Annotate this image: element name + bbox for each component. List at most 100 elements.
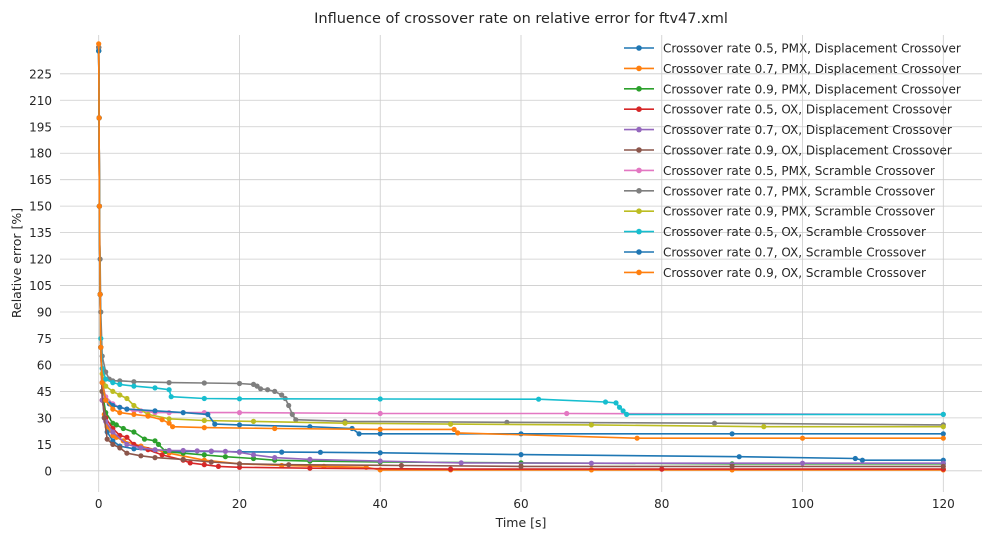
data-point (124, 406, 130, 412)
legend-entry: Crossover rate 0.5, OX, Scramble Crossov… (624, 225, 926, 239)
data-point (356, 431, 362, 437)
y-tick-label: 15 (37, 438, 52, 452)
legend-marker (636, 208, 642, 214)
data-point (307, 456, 313, 462)
data-point (141, 436, 148, 442)
data-point (504, 419, 510, 425)
x-tick-label: 40 (373, 497, 388, 511)
data-point (711, 420, 718, 426)
data-point (110, 429, 116, 435)
data-point (458, 460, 464, 466)
data-point (659, 466, 665, 472)
data-point (152, 385, 158, 391)
y-tick-label: 135 (29, 226, 52, 240)
data-point (166, 416, 172, 422)
data-point (455, 430, 461, 436)
legend-marker (636, 65, 642, 72)
data-point (940, 435, 946, 441)
y-tick-label: 180 (29, 147, 52, 161)
data-point (286, 402, 292, 409)
legend-marker (636, 86, 642, 92)
data-point (729, 431, 735, 437)
data-point (293, 417, 299, 423)
data-point (258, 386, 264, 392)
data-point (194, 448, 200, 454)
legend-marker (636, 147, 642, 153)
data-point (736, 454, 742, 460)
legend-label: Crossover rate 0.5, OX, Displacement Cro… (663, 103, 952, 117)
legend-entry: Crossover rate 0.7, OX, Scramble Crossov… (624, 246, 926, 260)
legend-label: Crossover rate 0.9, OX, Scramble Crossov… (663, 266, 926, 280)
legend-entry: Crossover rate 0.9, OX, Displacement Cro… (624, 144, 952, 158)
data-point (272, 455, 278, 461)
data-point (620, 408, 626, 414)
data-point (250, 452, 257, 458)
legend-label: Crossover rate 0.5, OX, Scramble Crossov… (663, 225, 926, 239)
data-point (205, 411, 211, 417)
legend-label: Crossover rate 0.7, OX, Displacement Cro… (663, 123, 952, 137)
data-point (448, 421, 454, 427)
x-tick-label: 120 (932, 497, 955, 511)
data-point (166, 387, 172, 393)
legend-label: Crossover rate 0.5, PMX, Displacement Cr… (663, 42, 961, 56)
y-tick-label: 225 (29, 67, 52, 81)
data-point (138, 453, 144, 459)
data-point (272, 425, 278, 432)
data-point (117, 445, 123, 451)
data-point (377, 410, 383, 417)
y-tick-label: 75 (37, 332, 52, 346)
data-point (201, 462, 207, 468)
data-point (131, 379, 137, 385)
data-point (279, 392, 285, 398)
legend-label: Crossover rate 0.9, OX, Displacement Cro… (663, 144, 952, 158)
legend-entry: Crossover rate 0.7, PMX, Scramble Crosso… (624, 184, 935, 198)
y-tick-label: 105 (29, 279, 52, 293)
data-point (201, 395, 207, 402)
data-point (152, 455, 158, 461)
data-point (940, 431, 946, 437)
data-point (518, 452, 524, 458)
y-tick-label: 195 (29, 120, 52, 134)
legend-label: Crossover rate 0.9, PMX, Scramble Crosso… (663, 205, 935, 219)
legend: Crossover rate 0.5, PMX, Displacement Cr… (624, 42, 961, 280)
data-point (117, 410, 123, 416)
legend-entry: Crossover rate 0.5, PMX, Displacement Cr… (624, 42, 961, 56)
data-point (104, 436, 110, 442)
data-point (180, 410, 186, 416)
y-tick-label: 150 (29, 200, 52, 214)
data-point (168, 394, 174, 400)
data-point (131, 429, 137, 435)
x-tick-label: 60 (513, 497, 528, 511)
data-point (170, 424, 176, 430)
data-point (265, 387, 271, 393)
data-point (940, 463, 946, 469)
legend-label: Crossover rate 0.7, OX, Scramble Crossov… (663, 246, 926, 260)
data-point (201, 452, 207, 458)
data-point (377, 396, 383, 402)
data-point (113, 422, 119, 428)
data-point (236, 461, 243, 467)
series-12 (96, 41, 946, 441)
data-point (145, 413, 151, 419)
data-point (138, 445, 144, 451)
y-tick-label: 45 (37, 385, 52, 399)
data-point (799, 435, 806, 441)
y-axis-label: Relative error [%] (9, 208, 24, 318)
legend-entry: Crossover rate 0.5, PMX, Scramble Crosso… (624, 164, 935, 178)
legend-marker (636, 106, 642, 112)
data-point (602, 399, 609, 405)
data-point (279, 449, 285, 455)
legend-entry: Crossover rate 0.5, OX, Displacement Cro… (624, 103, 952, 117)
data-point (152, 408, 158, 414)
data-point (131, 411, 137, 417)
data-point (236, 449, 243, 455)
data-point (101, 415, 107, 421)
data-point (103, 397, 109, 403)
data-point (377, 431, 383, 437)
data-point (117, 381, 123, 387)
data-point (124, 395, 130, 402)
data-point (852, 455, 858, 462)
data-point (155, 441, 162, 447)
data-point (212, 421, 218, 427)
